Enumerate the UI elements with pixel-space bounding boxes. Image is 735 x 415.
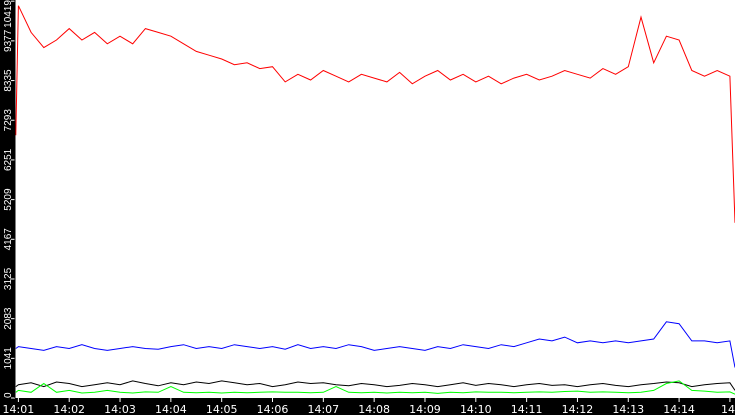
x-tick-label: 14:06 [257,403,289,415]
x-tick-label: 14:12 [562,403,594,415]
x-tick-label: 14:14 [663,403,695,415]
x-tick-label: 14:11 [511,403,543,415]
y-tick-label: 5209 [3,188,14,211]
y-tick-label: 3125 [3,267,14,290]
x-tick-label: 14:01 [3,403,35,415]
y-tick-label: 0 [3,392,14,398]
x-tick-label: 14:09 [409,403,441,415]
y-tick-label: 10419 [3,0,14,28]
x-tick-label: 14 [721,403,735,415]
y-tick-label: 6251 [3,148,14,171]
x-tick-label: 14:13 [612,403,644,415]
x-tick-label: 14:10 [460,403,492,415]
series-line-1 [15,321,735,368]
y-tick-label: 7293 [3,109,14,132]
y-tick-label: 9377 [3,29,14,52]
series-line-3 [15,380,735,395]
y-tick-label: 4167 [3,228,14,251]
series-line-2 [15,380,735,391]
y-tick-label: 8335 [3,69,14,92]
plot-area [15,0,735,398]
y-tick-label: 1041 [3,347,14,370]
y-tick-label: 2083 [3,307,14,330]
x-tick-label: 14:08 [358,403,390,415]
x-tick-label: 14:03 [104,403,136,415]
x-tick-label: 14:02 [53,403,85,415]
series-line-0 [15,5,735,223]
x-tick-label: 14:04 [155,403,187,415]
x-tick-label: 14:05 [206,403,238,415]
x-tick-label: 14:07 [307,403,339,415]
